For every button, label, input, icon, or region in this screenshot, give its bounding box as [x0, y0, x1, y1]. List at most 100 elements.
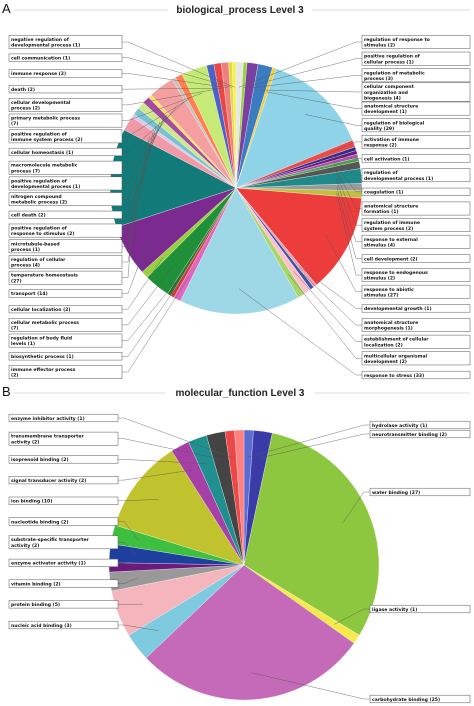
leader-line — [122, 100, 187, 153]
slice-label: death (2) — [8, 85, 222, 94]
slice-label-text: cellular process (1) — [364, 59, 414, 65]
leader-line — [122, 114, 168, 184]
slice-label-text: temperature homeostasis — [11, 273, 78, 279]
leader-line — [118, 542, 137, 556]
slice-label-text: cellular developmental — [11, 100, 71, 106]
slice-label-text: establishment of cellular — [364, 337, 429, 343]
slice-label-text: cell death (2) — [11, 213, 46, 219]
leader-line — [296, 268, 362, 326]
slice-label-text: substrate-specific transporter — [11, 537, 90, 543]
slice-label-text: regulation of body fluid — [11, 336, 72, 342]
leader-line — [122, 88, 222, 90]
slice-label: vitamin binding (2) — [8, 578, 137, 588]
leader-line — [336, 187, 362, 259]
leader-line — [336, 178, 362, 243]
slice-label-text: activity (2) — [11, 543, 39, 549]
leader-line — [122, 98, 191, 137]
slice-label: enzyme inhibitor activity (1) — [8, 413, 233, 458]
panel-b-letter: B — [2, 384, 11, 399]
slice-label-text: anatomical structure — [364, 104, 418, 110]
slice-label: response to stress (33) — [238, 288, 471, 380]
slice-label-text: death (2) — [11, 87, 35, 93]
slice-label-text: immune response (2) — [11, 71, 66, 77]
leader-line — [249, 75, 362, 89]
slice-label-text: regulation of metabolic — [364, 70, 425, 76]
slice-label-text: neurotransmitter binding (2) — [372, 432, 447, 438]
leader-line — [259, 89, 362, 93]
pie-slice — [234, 429, 245, 566]
panel-b-title: molecular_function Level 3 — [176, 388, 305, 399]
slice-label-text: system process (2) — [364, 226, 413, 232]
leader-line — [332, 159, 362, 176]
slice-label-text: anatomical structure — [364, 320, 418, 326]
leader-line — [293, 270, 362, 342]
leader-line — [334, 608, 370, 625]
slice-label-text: multicellular organismal — [364, 353, 427, 359]
slice-label-text: enzyme activator activity (1) — [11, 561, 86, 567]
slice-label-text: process (7) — [11, 168, 40, 174]
slice-label-text: activity (2) — [11, 439, 39, 445]
leader-line — [118, 459, 207, 464]
slice-label: immune response (2) — [8, 69, 228, 88]
slice-label: biosynthetic process (1) — [8, 274, 186, 361]
slice-label-text: localization (2) — [364, 342, 403, 348]
leader-line — [122, 276, 190, 373]
leader-line — [238, 288, 362, 376]
leader-line — [118, 417, 233, 458]
leader-line — [247, 424, 370, 458]
slice-label-text: developmental process (1) — [11, 43, 80, 49]
slice-label-text: nucleotide binding (2) — [11, 519, 68, 525]
slice-label-text: carbohydrate binding (25) — [372, 697, 440, 703]
leader-line — [259, 433, 370, 459]
slice-label-text: positive regulation of — [11, 131, 68, 137]
slice-label-text: process (1) — [11, 247, 40, 253]
slice-label-text: signal transducer activity (2) — [11, 478, 86, 484]
slice-label-text: process (3) — [364, 76, 393, 82]
slice-label-text: nucleic acid binding (3) — [11, 623, 72, 629]
slice-label: enzyme activator activity (1) — [8, 558, 137, 568]
slice-label-text: biogenesis (4) — [364, 95, 401, 101]
slice-label-text: regulation of immune — [364, 220, 420, 226]
slice-label: cell communication (1) — [8, 53, 232, 88]
leader-line — [118, 624, 159, 631]
slice-label-text: response to abiotic — [364, 287, 414, 293]
slice-label-text: formation (1) — [364, 209, 399, 215]
leader-line — [122, 92, 203, 121]
slice-label: cellular localization (2) — [8, 257, 164, 314]
leader-line — [122, 238, 149, 294]
slice-label-text: primary metabolic process — [11, 116, 80, 122]
leader-line — [122, 121, 161, 216]
slice-label: temperature homeostasis(27) — [8, 179, 136, 285]
pie-slice — [232, 61, 237, 189]
leader-line — [122, 89, 216, 106]
slice-label-text: cell communication (1) — [11, 56, 70, 62]
slice-label-text: morphogenesis (1) — [364, 326, 413, 332]
slice-label-text: vitamin binding (2) — [11, 581, 61, 587]
leader-line — [118, 521, 139, 541]
leader-line — [299, 266, 362, 309]
leader-line — [118, 562, 137, 568]
slice-label: neurotransmitter binding (2) — [259, 429, 471, 459]
slice-label-text: activation of immune — [364, 137, 419, 143]
leader-line — [118, 578, 137, 584]
slice-label: cell death (2) — [8, 121, 161, 219]
slice-label-text: enzyme inhibitor activity (1) — [11, 416, 85, 422]
leader-line — [118, 499, 159, 501]
slice-label-text: process (2) — [11, 105, 40, 111]
pie-b-labels: enzyme inhibitor activity (1) transmembra… — [8, 413, 471, 704]
slice-label-text: cell development (2) — [364, 256, 417, 262]
leader-line — [251, 672, 370, 700]
slice-label-text: (2) — [11, 373, 18, 379]
